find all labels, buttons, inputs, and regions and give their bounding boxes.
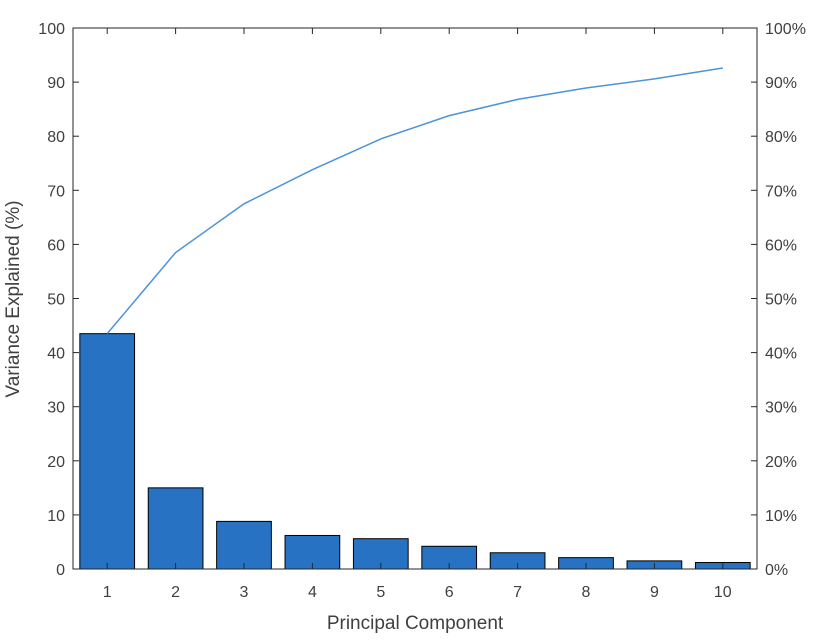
x-tick-label-7: 7 [513, 584, 522, 601]
y2-tick-label-60%: 60% [765, 237, 797, 254]
y-tick-label-10: 10 [47, 508, 65, 525]
y-tick-label-100: 100 [38, 21, 65, 38]
cumulative-line [106, 67, 723, 335]
y-tick-label-90: 90 [47, 75, 65, 92]
cumulative-line-series [106, 67, 723, 335]
y-tick-label-50: 50 [47, 292, 65, 309]
y2-tick-label-40%: 40% [765, 346, 797, 363]
bar-1 [79, 333, 136, 570]
y2-tick-label-80%: 80% [765, 129, 797, 146]
y2-tick-label-30%: 30% [765, 400, 797, 417]
bar-2 [147, 487, 204, 570]
x-tick-label-3: 3 [240, 584, 249, 601]
y-tick-label-70: 70 [47, 183, 65, 200]
y-tick-label-80: 80 [47, 129, 65, 146]
x-tick-label-8: 8 [582, 584, 591, 601]
x-tick-label-4: 4 [308, 584, 317, 601]
x-axis-label: Principal Component [327, 613, 504, 634]
x-tick-label-6: 6 [445, 584, 454, 601]
y-tick-label-30: 30 [47, 400, 65, 417]
y2-tick-label-70%: 70% [765, 183, 797, 200]
x-tick-label-9: 9 [650, 584, 659, 601]
y2-tick-label-50%: 50% [765, 292, 797, 309]
y2-tick-label-20%: 20% [765, 454, 797, 471]
x-tick-label-5: 5 [376, 584, 385, 601]
y2-tick-label-0%: 0% [765, 562, 788, 579]
y2-tick-label-10%: 10% [765, 508, 797, 525]
y-tick-label-40: 40 [47, 346, 65, 363]
y2-tick-labels: 0% 10% 20% 30% 40% 50% 60% 70% 80% 90% 100% [765, 21, 806, 579]
y-axis-label: Variance Explained (%) [3, 200, 24, 397]
bar-3 [216, 520, 272, 570]
y-tick-labels: 0 10 20 30 40 50 60 70 80 90 100 [38, 21, 65, 579]
bar-series [79, 333, 751, 570]
y2-tick-label-100%: 100% [765, 21, 806, 38]
y2-tick-label-90%: 90% [765, 75, 797, 92]
x-tick-label-2: 2 [171, 584, 180, 601]
tick-marks [73, 27, 757, 570]
y-tick-label-0: 0 [56, 562, 65, 579]
x-tick-labels: 1 2 3 4 5 6 7 8 9 10 [103, 584, 732, 601]
x-tick-label-10: 10 [714, 584, 732, 601]
y-tick-label-60: 60 [47, 237, 65, 254]
y-tick-label-20: 20 [47, 454, 65, 471]
x-tick-label-1: 1 [103, 584, 112, 601]
